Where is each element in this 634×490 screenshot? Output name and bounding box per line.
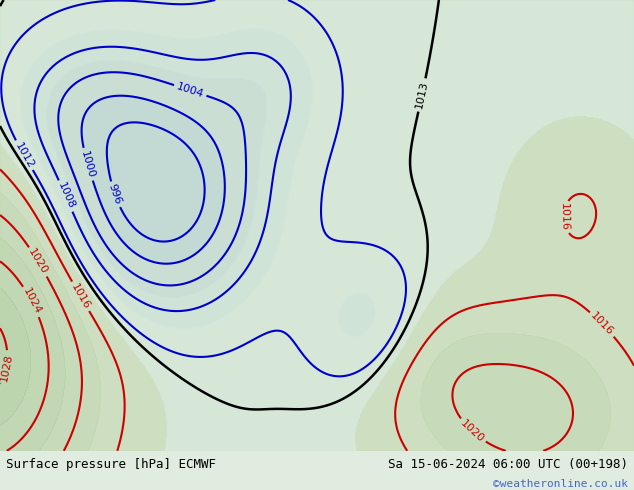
Text: 1012: 1012	[13, 141, 36, 170]
Text: 996: 996	[107, 183, 123, 206]
Text: 1016: 1016	[559, 203, 569, 231]
Text: 1000: 1000	[79, 149, 96, 179]
Text: Surface pressure [hPa] ECMWF: Surface pressure [hPa] ECMWF	[6, 458, 216, 471]
Text: 1016: 1016	[589, 311, 616, 338]
Text: 1028: 1028	[0, 352, 14, 382]
Text: Sa 15-06-2024 06:00 UTC (00+198): Sa 15-06-2024 06:00 UTC (00+198)	[387, 458, 628, 471]
Text: 1016: 1016	[69, 282, 92, 311]
Text: ©weatheronline.co.uk: ©weatheronline.co.uk	[493, 479, 628, 489]
Text: 1004: 1004	[175, 81, 205, 99]
Text: 1024: 1024	[21, 287, 42, 317]
Text: 1008: 1008	[56, 181, 76, 211]
Text: 1020: 1020	[27, 247, 49, 276]
Text: 1013: 1013	[414, 80, 430, 110]
Text: 1020: 1020	[458, 418, 486, 444]
